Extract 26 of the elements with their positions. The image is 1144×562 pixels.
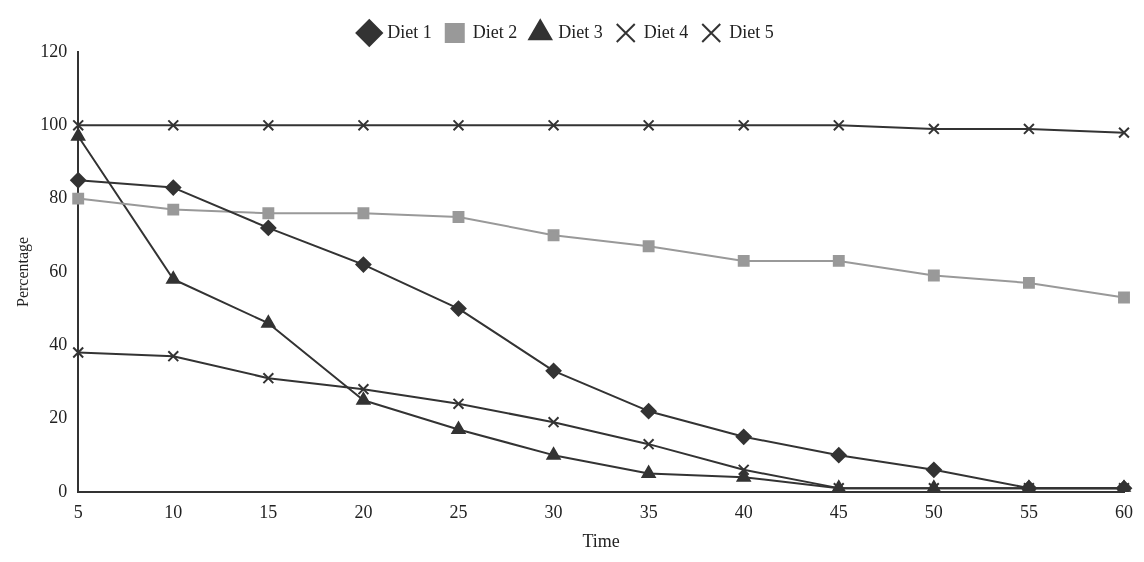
x-tick-label: 40: [734, 502, 753, 523]
y-tick-label: 120: [40, 40, 68, 61]
x-tick-label: 5: [73, 502, 83, 523]
x-axis-title: Time: [582, 530, 620, 551]
y-tick-label: 40: [49, 333, 68, 354]
legend-label: Diet 4: [643, 21, 689, 42]
y-tick-label: 0: [58, 480, 68, 501]
x-tick-label: 55: [1019, 502, 1038, 523]
legend-label: Diet 3: [558, 21, 603, 42]
x-tick-label: 30: [544, 502, 563, 523]
y-tick-label: 60: [49, 260, 68, 281]
legend-label: Diet 5: [729, 21, 774, 42]
x-tick-label: 60: [1115, 502, 1133, 523]
x-tick-label: 50: [924, 502, 943, 523]
x-tick-label: 35: [639, 502, 658, 523]
y-axis-title: Percentage: [13, 236, 32, 307]
x-tick-label: 45: [829, 502, 848, 523]
x-tick-label: 10: [164, 502, 183, 523]
legend-label: Diet 2: [472, 21, 518, 42]
legend-label: Diet 1: [387, 21, 432, 42]
y-tick-label: 80: [49, 187, 68, 208]
y-tick-label: 20: [49, 407, 68, 428]
x-tick-label: 20: [354, 502, 373, 523]
x-tick-label: 15: [259, 502, 278, 523]
x-tick-label: 25: [449, 502, 468, 523]
y-tick-label: 100: [40, 114, 68, 135]
